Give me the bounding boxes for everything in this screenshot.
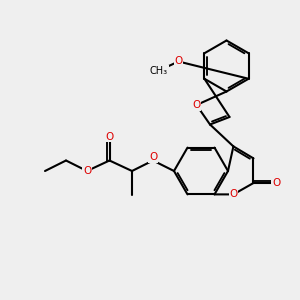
Text: O: O [174, 56, 183, 67]
Text: O: O [229, 189, 238, 200]
Text: CH₃: CH₃ [150, 65, 168, 76]
Text: O: O [105, 131, 114, 142]
Text: O: O [149, 152, 157, 163]
Text: O: O [83, 166, 91, 176]
Text: O: O [272, 178, 280, 188]
Text: O: O [192, 100, 201, 110]
